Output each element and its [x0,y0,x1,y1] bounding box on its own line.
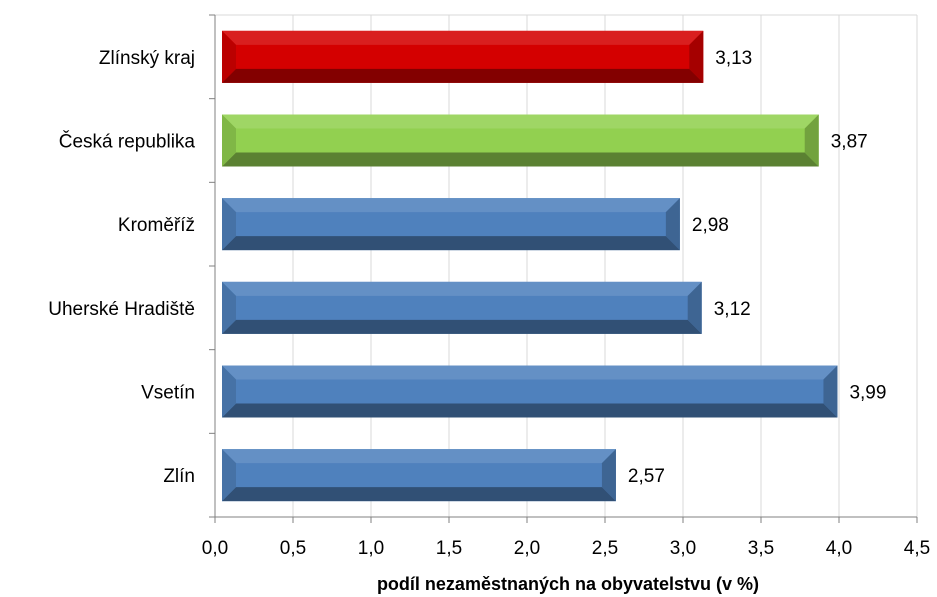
category-label: Uherské Hradiště [48,299,195,320]
axes [209,14,918,523]
value-label: 2,98 [692,215,729,236]
x-tick-label: 4,5 [904,538,930,559]
category-label: Vsetín [141,383,195,404]
bar-bevel-bottom [222,236,680,251]
x-tick-label: 0,0 [202,538,228,559]
bar-bevel-top [222,114,819,129]
value-label: 3,87 [831,132,868,153]
bar-bevel-left [222,114,236,167]
bar-bevel-top [222,365,838,380]
category-label: Zlínský kraj [99,48,195,69]
bar-bevel-bottom [222,319,702,334]
bar-bevel-right [804,114,819,167]
bar-5 [222,449,616,502]
bar-0 [222,30,704,83]
bar-bevel-top [222,449,616,464]
bar-bevel-left [222,365,236,418]
category-label: Kroměříž [118,215,195,236]
x-tick-label: 3,0 [670,538,696,559]
bar-bevel-right [687,281,702,334]
x-tick-label: 1,5 [436,538,462,559]
bar-bevel-bottom [222,487,616,502]
bar-3 [222,281,702,334]
x-axis-title: podíl nezaměstnaných na obyvatelstvu (v … [377,574,759,594]
x-tick-label: 4,0 [826,538,852,559]
value-label: 3,99 [849,383,886,404]
x-tick-label: 1,0 [358,538,384,559]
bar-4 [222,365,838,418]
x-tick-label: 2,5 [592,538,618,559]
bar-bevel-top [222,281,702,296]
bar-bevel-right [601,449,616,502]
x-tick-label: 3,5 [748,538,774,559]
labels: 3,13 Zlínský kraj 3,87 Česká republika 2,98 K… [48,48,930,559]
x-tick-label: 2,0 [514,538,540,559]
bar-bevel-left [222,449,236,502]
bar-bevel-left [222,281,236,334]
bar-2 [222,198,680,251]
value-label: 3,13 [715,48,752,69]
bar-bevel-top [222,198,680,213]
value-label: 3,12 [714,299,751,320]
bar-1 [222,114,819,167]
category-label: Zlín [163,466,195,487]
category-label: Česká republika [59,131,196,153]
bar-bevel-bottom [222,68,704,83]
bars [222,30,838,502]
gridlines [215,14,918,517]
bar-bevel-top [222,30,704,45]
bar-bevel-right [665,198,680,251]
value-label: 2,57 [628,466,665,487]
x-tick-label: 0,5 [280,538,306,559]
bar-bevel-bottom [222,152,819,167]
bar-bevel-bottom [222,403,838,418]
bar-bevel-right [689,30,704,83]
bar-bevel-left [222,30,236,83]
bar-bevel-right [823,365,838,418]
bar-bevel-left [222,198,236,251]
